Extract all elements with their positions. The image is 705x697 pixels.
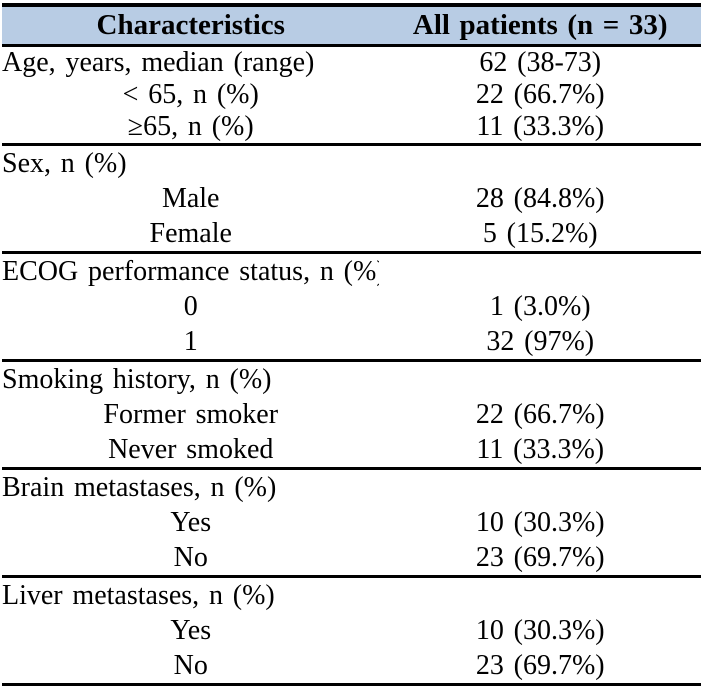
table-row: ECOG performance status, n (%) xyxy=(2,252,701,290)
characteristic-label: Liver metastases, n (%) xyxy=(2,579,275,611)
sub-characteristic-label: 0 xyxy=(183,290,198,322)
patient-characteristics-table: Characteristics All patients (n = 33) Ag… xyxy=(2,3,701,686)
table-row: No 23 (69.7%) xyxy=(2,648,701,685)
value-cell: 11 (33.3%) xyxy=(476,111,605,142)
sub-characteristic-label: < 65, n (%) xyxy=(122,79,259,110)
value-cell xyxy=(379,469,701,506)
table-row: Liver metastases, n (%) xyxy=(2,576,701,614)
table-row: < 65, n (%) 22 (66.7%) xyxy=(2,79,701,111)
characteristic-label: Brain metastases, n (%) xyxy=(2,471,277,503)
sub-characteristic-label: Female xyxy=(149,217,232,249)
value-cell: 23 (69.7%) xyxy=(475,649,605,681)
value-cell: 22 (66.7%) xyxy=(475,79,605,110)
sub-characteristic-label: Never smoked xyxy=(108,433,274,465)
table-row: Never smoked 11 (33.3%) xyxy=(2,432,701,469)
value-cell: 11 (33.3%) xyxy=(476,433,605,465)
value-cell: 32 (97%) xyxy=(486,325,595,357)
characteristic-label: Sex, n (%) xyxy=(2,147,127,179)
table-row: Former smoker 22 (66.7%) xyxy=(2,397,701,432)
value-cell: 22 (66.7%) xyxy=(475,398,605,430)
sub-characteristic-label: 1 xyxy=(183,325,198,357)
characteristic-label: Smoking history, n (%) xyxy=(2,363,272,395)
value-cell: 62 (38-73) xyxy=(479,47,602,78)
value-cell xyxy=(379,577,701,614)
value-cell xyxy=(379,253,701,290)
table-row: ≥65, n (%) 11 (33.3%) xyxy=(2,111,701,145)
characteristic-label: Age, years, median (range) xyxy=(2,47,315,78)
value-cell: 28 (84.8%) xyxy=(475,182,605,214)
value-cell: 5 (15.2%) xyxy=(482,217,598,249)
header-row: Characteristics All patients (n = 33) xyxy=(2,5,701,47)
sub-characteristic-label: No xyxy=(173,541,208,573)
table-row: Female 5 (15.2%) xyxy=(2,216,701,253)
table-row: Age, years, median (range) 62 (38-73) xyxy=(2,46,701,80)
sub-characteristic-label: Former smoker xyxy=(103,398,279,430)
table-row: Sex, n (%) xyxy=(2,144,701,182)
table-row: Brain metastases, n (%) xyxy=(2,468,701,506)
sub-characteristic-label: Yes xyxy=(170,614,212,646)
table-row: Yes 10 (30.3%) xyxy=(2,505,701,540)
sub-characteristic-label: No xyxy=(173,649,208,681)
table-row: No 23 (69.7%) xyxy=(2,540,701,577)
table-body: Age, years, median (range) 62 (38-73) < 65… xyxy=(2,46,701,685)
characteristic-label: ECOG performance status, n (%) xyxy=(2,255,380,287)
value-cell xyxy=(379,145,701,182)
sub-characteristic-label: Male xyxy=(161,182,220,214)
sub-characteristic-label: ≥65, n (%) xyxy=(127,111,254,142)
table-header: Characteristics All patients (n = 33) xyxy=(2,5,701,47)
table-row: Smoking history, n (%) xyxy=(2,360,701,398)
value-cell: 23 (69.7%) xyxy=(475,541,605,573)
table-row: Yes 10 (30.3%) xyxy=(2,613,701,648)
value-cell xyxy=(379,361,701,398)
table-row: 0 1 (3.0%) xyxy=(2,289,701,324)
table-row: Male 28 (84.8%) xyxy=(2,181,701,216)
column-header-characteristics: Characteristics xyxy=(2,5,380,47)
sub-characteristic-label: Yes xyxy=(170,506,212,538)
table-row: 1 32 (97%) xyxy=(2,324,701,361)
value-cell: 10 (30.3%) xyxy=(475,506,605,538)
value-cell: 1 (3.0%) xyxy=(489,290,591,322)
value-cell: 10 (30.3%) xyxy=(475,614,605,646)
column-header-all-patients: All patients (n = 33) xyxy=(379,5,701,47)
